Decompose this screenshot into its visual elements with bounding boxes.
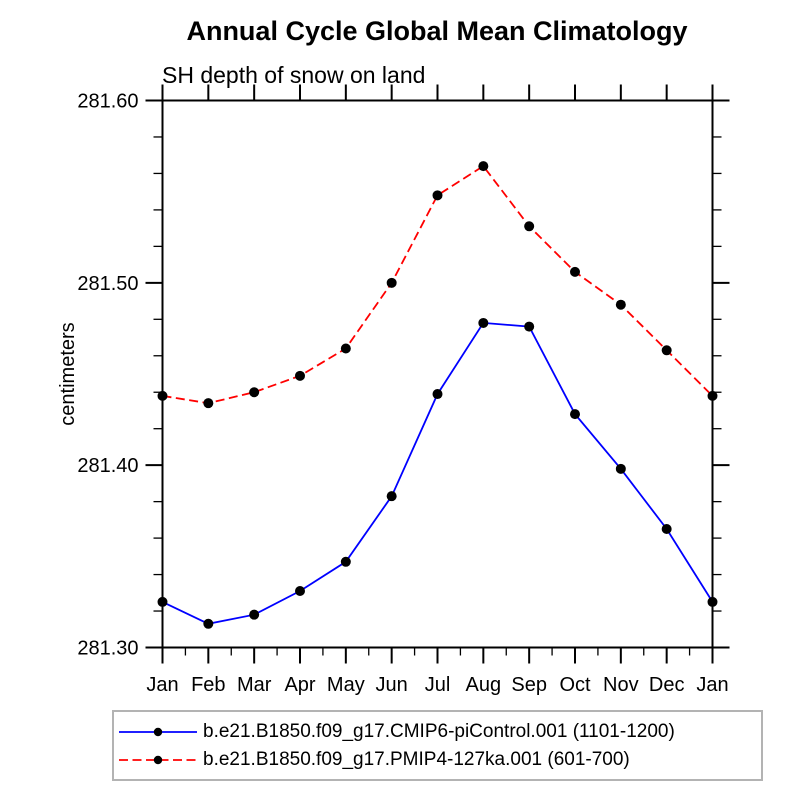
- x-tick-label: Mar: [237, 674, 272, 696]
- data-point-marker: [615, 299, 626, 310]
- legend-label-cmip6-picontrol: b.e21.B1850.f09_g17.CMIP6-piControl.001 …: [203, 720, 675, 742]
- data-point-marker: [157, 596, 168, 607]
- x-tick-label: Oct: [559, 674, 591, 696]
- data-point-marker: [295, 370, 305, 381]
- data-point-marker: [524, 321, 535, 332]
- data-point-marker: [340, 343, 351, 354]
- legend: b.e21.B1850.f09_g17.CMIP6-piControl.001 …: [112, 710, 763, 781]
- x-tick-label: Apr: [284, 674, 315, 696]
- y-tick-label: 281.30: [77, 638, 138, 660]
- data-point-marker: [615, 463, 626, 474]
- data-point-marker: [249, 387, 260, 398]
- y-tick-label: 281.50: [77, 273, 138, 295]
- data-point-marker: [707, 596, 718, 607]
- data-point-marker: [478, 317, 489, 328]
- series-line-1: [162, 164, 714, 405]
- plot-frame: [161, 99, 714, 649]
- y-axis-unit-label: centimeters: [57, 322, 79, 425]
- data-point-marker: [295, 585, 305, 596]
- x-tick-label: Sep: [511, 674, 547, 696]
- y-tick-label: 281.40: [77, 455, 138, 477]
- data-point-marker: [432, 190, 443, 201]
- x-tick-label: Aug: [466, 674, 502, 696]
- legend-solid-line-icon: [119, 727, 197, 736]
- x-tick-label: Nov: [603, 674, 639, 696]
- legend-item-cmip6-picontrol: b.e21.B1850.f09_g17.CMIP6-piControl.001 …: [117, 718, 761, 746]
- x-tick-label: Jun: [376, 674, 408, 696]
- y-tick-label: 281.60: [77, 91, 138, 113]
- data-point-marker: [707, 390, 718, 401]
- chart-title: Annual Cycle Global Mean Climatology: [186, 16, 687, 46]
- chart-subtitle: SH depth of snow on land: [162, 62, 425, 88]
- data-point-marker: [661, 345, 672, 356]
- x-tick-label: May: [327, 674, 365, 696]
- data-point-marker: [203, 618, 214, 629]
- data-point-marker: [249, 609, 260, 620]
- data-point-marker: [203, 398, 214, 409]
- data-point-marker: [340, 556, 351, 567]
- x-tick-label: Dec: [649, 674, 685, 696]
- data-point-marker: [386, 277, 397, 288]
- x-tick-label: Jul: [425, 674, 451, 696]
- data-point-marker: [478, 161, 489, 172]
- data-point-marker: [570, 409, 580, 420]
- series-line-0: [162, 321, 714, 625]
- data-point-marker: [386, 491, 397, 502]
- legend-item-pmip4-127ka: b.e21.B1850.f09_g17.PMIP4-127ka.001 (601…: [117, 746, 761, 774]
- data-point-marker: [432, 389, 443, 400]
- legend-dashed-line-icon: [119, 755, 197, 764]
- x-tick-label: Jan: [146, 674, 178, 696]
- plot-area: 281.30 281.40 281.50 281.60 Jan Feb Mar Apr May J…: [77, 84, 730, 696]
- x-tick-label: Jan: [696, 674, 728, 696]
- data-point-marker: [570, 266, 580, 277]
- data-point-marker: [661, 523, 672, 534]
- data-point-marker: [524, 221, 535, 232]
- x-tick-label: Feb: [191, 674, 225, 696]
- data-point-marker: [157, 390, 168, 401]
- legend-label-pmip4-127ka: b.e21.B1850.f09_g17.PMIP4-127ka.001 (601…: [203, 748, 630, 770]
